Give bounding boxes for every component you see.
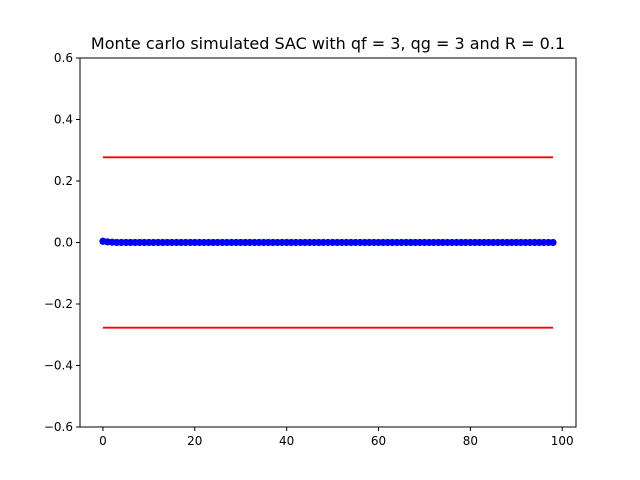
y-tick-label: 0.4 <box>54 113 73 127</box>
chart-title: Monte carlo simulated SAC with qf = 3, q… <box>91 34 565 53</box>
sac-point <box>549 238 557 247</box>
axes: 0 20 40 60 80 100 −0.6 −0.4 −0.2 0.0 0.2 0.4 0.6 <box>44 51 577 448</box>
y-tick-label: 0.0 <box>54 236 73 250</box>
x-tick-label: 40 <box>279 434 294 448</box>
y-tick-label: −0.6 <box>44 420 73 434</box>
x-tick-label: 100 <box>551 434 574 448</box>
x-tick-label: 20 <box>187 434 202 448</box>
y-tick-label: 0.6 <box>54 51 73 65</box>
y-tick-label: 0.2 <box>54 174 73 188</box>
y-tick-label: −0.2 <box>44 297 73 311</box>
x-tick-label: 80 <box>463 434 478 448</box>
plot-area <box>99 156 557 329</box>
y-tick-label: −0.4 <box>44 359 73 373</box>
x-tick-label: 60 <box>371 434 386 448</box>
x-tick-label: 0 <box>99 434 107 448</box>
